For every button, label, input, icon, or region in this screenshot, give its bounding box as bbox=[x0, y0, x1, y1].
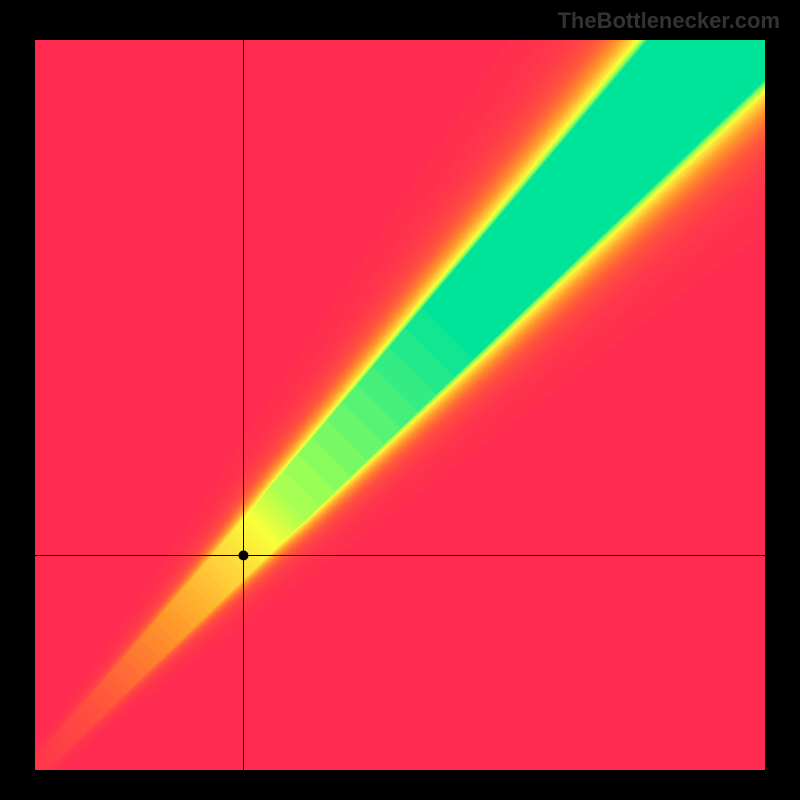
watermark-text: TheBottlenecker.com bbox=[557, 8, 780, 34]
crosshair-marker bbox=[35, 40, 765, 770]
heatmap-plot-area bbox=[35, 40, 765, 770]
